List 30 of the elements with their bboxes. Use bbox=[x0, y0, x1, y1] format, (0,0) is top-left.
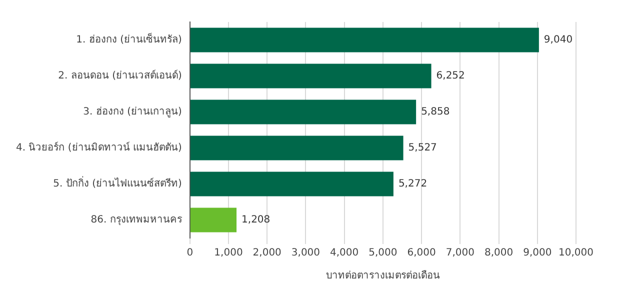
x-tick-label: 4,000 bbox=[330, 248, 359, 259]
y-tick-label: 4. นิวยอร์ก (ย่านมิดทาวน์ แมนฮัตตัน) bbox=[16, 142, 182, 154]
y-tick-label: 3. ฮ่องกง (ย่านเกาลูน) bbox=[83, 106, 182, 118]
y-tick-label: 1. ฮ่องกง (ย่านเซ็นทรัล) bbox=[76, 32, 182, 46]
x-tick-label: 6,000 bbox=[407, 248, 436, 259]
data-label: 5,858 bbox=[421, 106, 450, 118]
data-label: 6,252 bbox=[436, 70, 465, 82]
bar bbox=[190, 100, 416, 124]
y-tick-label: 2. ลอนดอน (ย่านเวสต์เอนด์) bbox=[58, 70, 182, 82]
bar bbox=[190, 172, 394, 196]
bar bbox=[190, 136, 404, 160]
data-label: 5,272 bbox=[398, 178, 428, 190]
x-tick-label: 7,000 bbox=[446, 248, 474, 259]
data-label: 1,208 bbox=[242, 214, 270, 226]
y-tick-label: 5. ปักกิ่ง (ย่านไฟแนนซ์สตรีท) bbox=[53, 176, 182, 190]
x-tick-label: 3,000 bbox=[291, 248, 320, 259]
x-tick-label: 8,000 bbox=[484, 248, 514, 259]
x-tick-label: 9,000 bbox=[523, 248, 552, 259]
x-tick-label: 5,000 bbox=[368, 248, 398, 259]
x-axis-title: บาทต่อตารางเมตรต่อเดือน bbox=[326, 270, 440, 282]
bar bbox=[190, 28, 539, 52]
bar bbox=[190, 208, 237, 232]
x-tick-label: 10,000 bbox=[558, 248, 594, 259]
x-tick-label: 1,000 bbox=[214, 248, 243, 259]
y-tick-label: 86. กรุงเทพมหานคร bbox=[90, 214, 183, 226]
x-tick-label: 2,000 bbox=[252, 248, 282, 259]
data-label: 9,040 bbox=[544, 34, 573, 46]
bar bbox=[190, 64, 432, 88]
x-tick-label: 0 bbox=[186, 248, 194, 259]
data-label: 5,527 bbox=[408, 142, 437, 154]
